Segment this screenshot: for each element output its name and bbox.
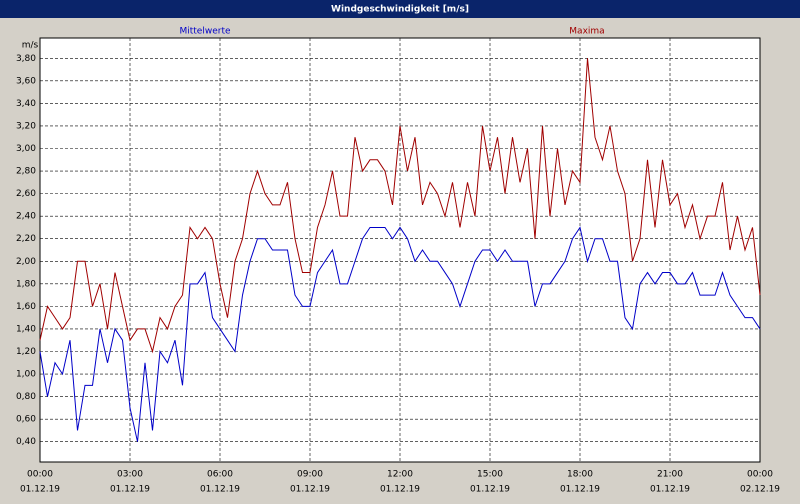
line bbox=[39, 58, 761, 354]
x-tick-label: 21:00 bbox=[657, 470, 683, 480]
y-tick-label: 0,60 bbox=[16, 415, 36, 425]
y-tick-label: 1,00 bbox=[16, 370, 36, 380]
x-tick-label: 00:00 bbox=[27, 470, 53, 480]
y-tick-label: 0,40 bbox=[16, 437, 36, 447]
x-tick-date: 01.12.19 bbox=[560, 485, 600, 495]
y-tick-label: 0,80 bbox=[16, 392, 36, 402]
legend-entry: Maxima bbox=[569, 27, 604, 37]
y-tick-label: 2,20 bbox=[16, 234, 36, 244]
x-tick-label: 03:00 bbox=[117, 470, 143, 480]
x-tick-date: 01.12.19 bbox=[380, 485, 420, 495]
y-tick-label: 2,40 bbox=[16, 212, 36, 222]
x-tick-label: 15:00 bbox=[477, 470, 503, 480]
y-tick-label: 1,40 bbox=[16, 324, 36, 334]
x-tick-label: 00:00 bbox=[747, 470, 773, 480]
x-tick-date: 01.12.19 bbox=[110, 485, 150, 495]
x-tick-label: 18:00 bbox=[567, 470, 593, 480]
x-tick-date: 01.12.19 bbox=[650, 485, 690, 495]
y-tick-label: 3,80 bbox=[16, 54, 36, 64]
x-tick-label: 09:00 bbox=[297, 470, 323, 480]
x-tick-date: 01.12.19 bbox=[20, 485, 60, 495]
y-tick-label: 1,60 bbox=[16, 302, 36, 312]
y-tick-label: 3,00 bbox=[16, 144, 36, 154]
title-bar bbox=[0, 0, 800, 18]
y-tick-label: 3,60 bbox=[16, 76, 36, 86]
y-axis-label: m/s bbox=[22, 41, 39, 51]
x-tick-date: 01.12.19 bbox=[290, 485, 330, 495]
y-tick-label: 2,60 bbox=[16, 189, 36, 199]
x-tick-label: 12:00 bbox=[387, 470, 413, 480]
legend-entry: Mittelwerte bbox=[179, 27, 230, 37]
chart-title: Windgeschwindigkeit [m/s] bbox=[331, 5, 469, 15]
x-tick-label: 06:00 bbox=[207, 470, 233, 480]
y-tick-label: 3,40 bbox=[16, 99, 36, 109]
y-tick-label: 1,20 bbox=[16, 347, 36, 357]
x-tick-date: 02.12.19 bbox=[740, 485, 780, 495]
x-tick-date: 01.12.19 bbox=[200, 485, 240, 495]
y-tick-label: 3,20 bbox=[16, 121, 36, 131]
y-tick-label: 2,00 bbox=[16, 257, 36, 267]
x-tick-date: 01.12.19 bbox=[470, 485, 510, 495]
y-tick-label: 1,80 bbox=[16, 279, 36, 289]
line bbox=[39, 226, 761, 442]
y-tick-label: 2,80 bbox=[16, 167, 36, 177]
